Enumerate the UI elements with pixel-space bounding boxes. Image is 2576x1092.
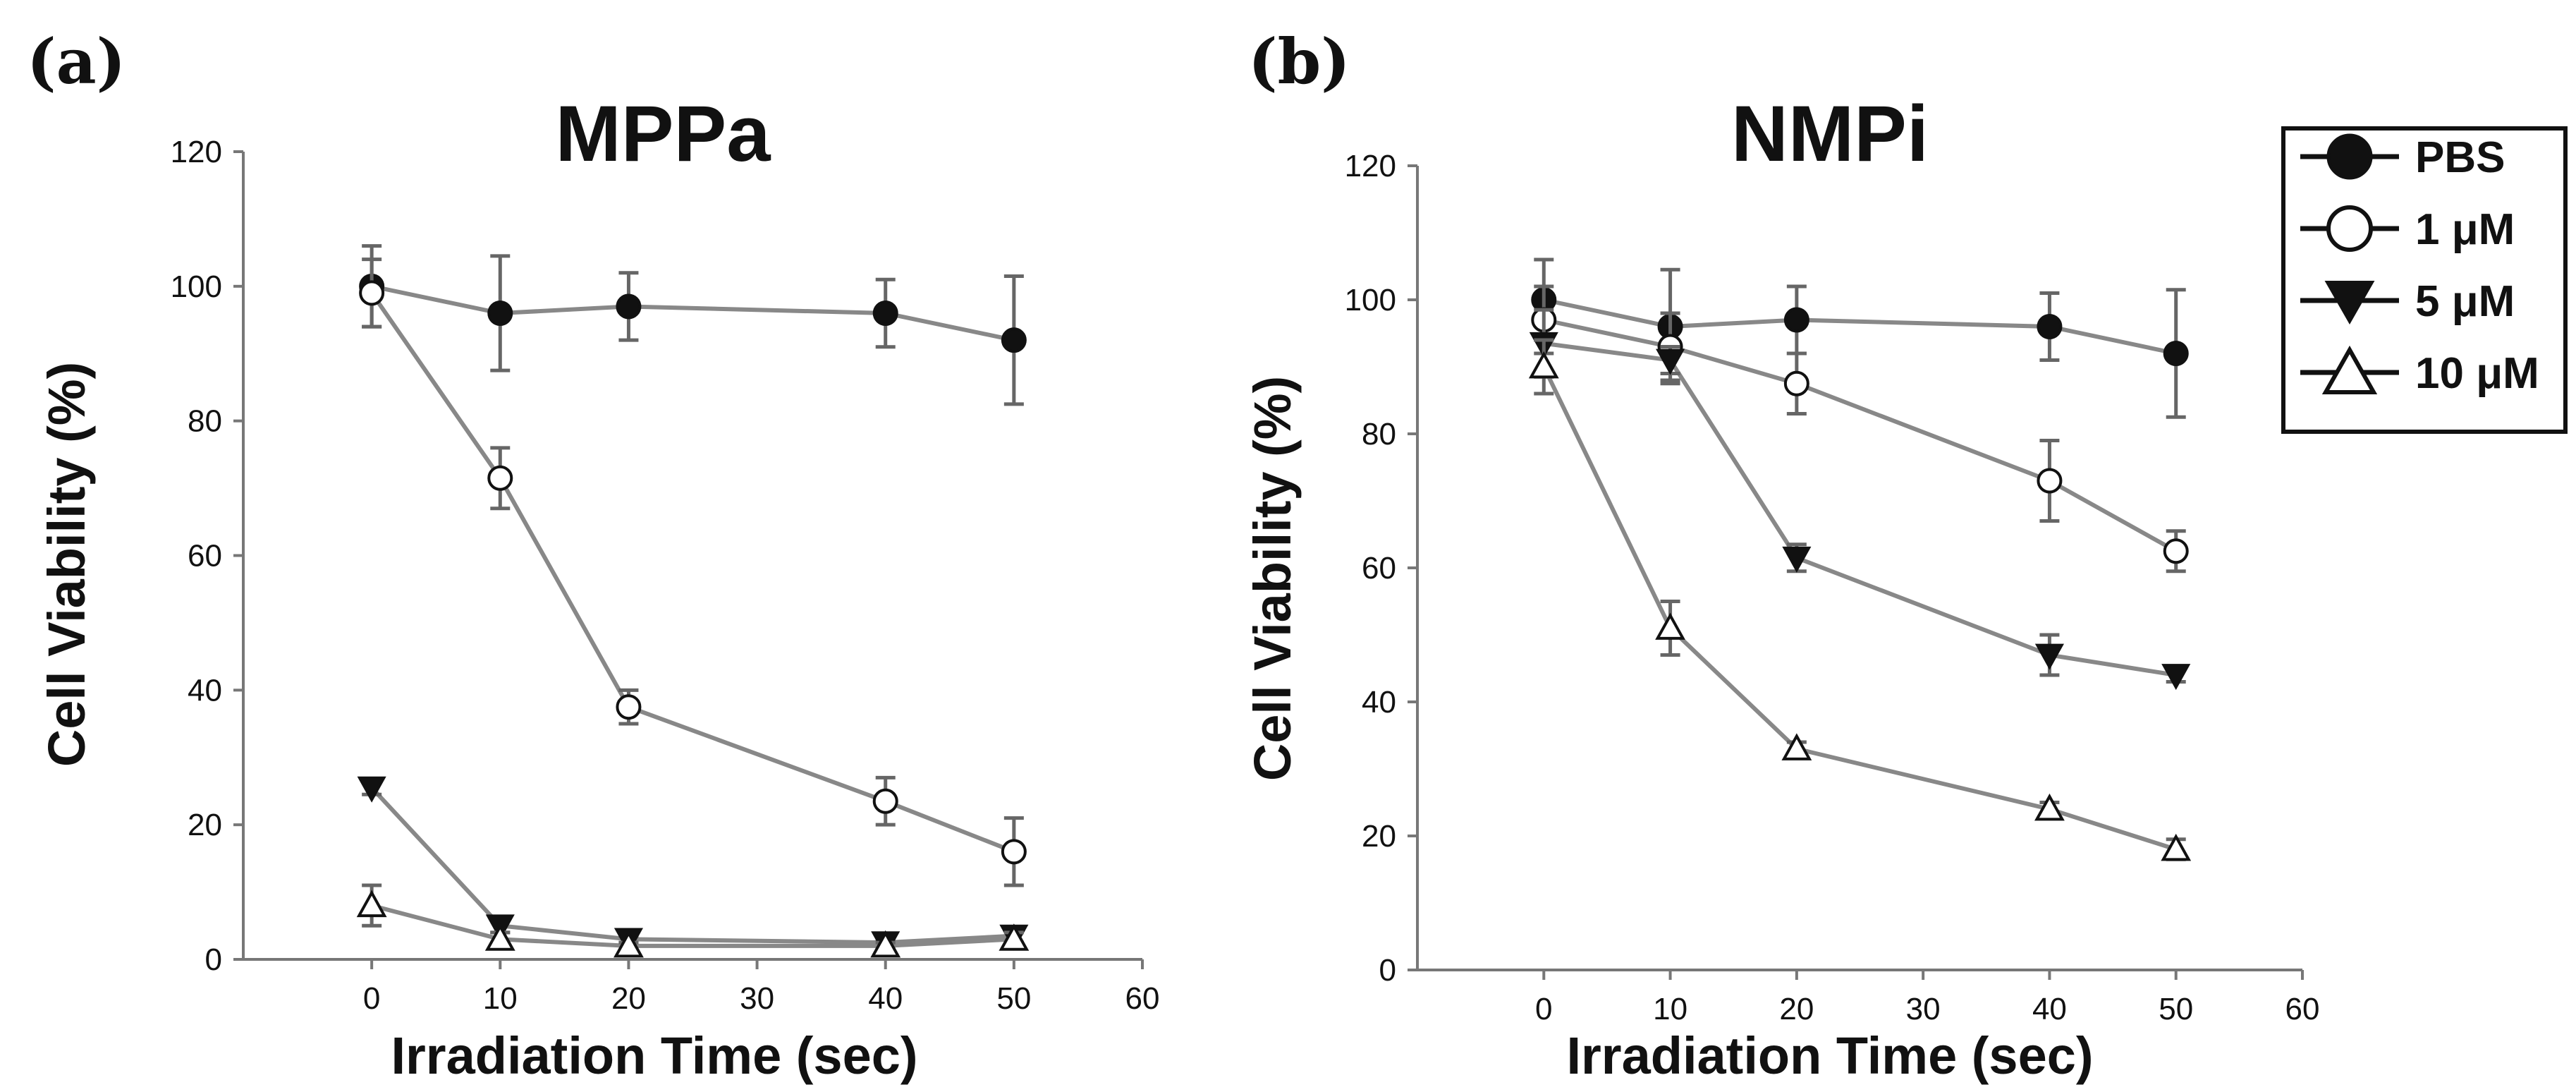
panel-a-y-tick-label: 60	[188, 539, 222, 574]
legend-marker	[2326, 205, 2373, 252]
panel-a-series-line-1-um	[370, 291, 1015, 854]
panel-a-series-10-um	[356, 883, 1030, 958]
panel-a-point-1-um	[616, 694, 642, 720]
panel-a-y-tick-label: 120	[171, 135, 222, 169]
legend-label-5um: 5 μM	[2415, 277, 2515, 326]
legend-label-10um: 10 μM	[2415, 349, 2539, 398]
panel-a-x-tick-label: 10	[483, 981, 518, 1016]
panel-b-point-10-um	[2161, 833, 2192, 861]
panel-b-series-10-um	[1528, 338, 2192, 861]
legend-label-1um: 1 μM	[2415, 205, 2515, 254]
legend-item-1-um	[2300, 205, 2399, 252]
panel-b-series-line-10-um	[1542, 365, 2177, 851]
panel-b-point-pbs	[2163, 341, 2189, 366]
panel-b-series-line-pbs	[1543, 298, 2177, 356]
panel-b-x-tick-label: 20	[1779, 992, 1814, 1026]
panel-a-y-tick-label: 80	[188, 404, 222, 439]
panel-a-point-1-um	[359, 280, 385, 306]
panel-a-point-10-um	[484, 923, 515, 951]
panel-b-point-5-um	[2161, 664, 2191, 691]
panel-b-x-tick-label: 60	[2285, 992, 2320, 1026]
panel-b-point-1-um	[2037, 468, 2063, 494]
panel-a-x-tick-label: 40	[868, 981, 903, 1016]
panel-a-plot: 0 20 40 60 80 100 120 0 10 20 30 40 50 60	[171, 135, 1160, 1016]
legend: PBS 1 μM 5 μM 10 μM	[2281, 126, 2568, 434]
panel-a-point-5-um	[357, 776, 386, 803]
legend-marker	[2326, 133, 2373, 180]
panel-b-point-pbs	[1783, 307, 1809, 333]
panel-a-y-tick-label: 0	[205, 942, 222, 977]
panel-a-point-pbs	[616, 293, 642, 320]
panel-b-x-tick-label: 50	[2159, 992, 2193, 1026]
panel-a-point-1-um	[1001, 839, 1027, 865]
panel-b-point-1-um	[1783, 370, 1809, 396]
panel-a-series-pbs	[359, 244, 1027, 406]
panel-b-point-5-um	[2034, 643, 2064, 670]
panel-b-x-tick-label: 40	[2032, 992, 2067, 1026]
panel-b-x-tick-label: 0	[1535, 992, 1552, 1026]
panel-a-point-1-um	[872, 788, 898, 814]
panel-a-series-line-pbs	[371, 284, 1015, 343]
panel-b-series-line-5-um	[1543, 341, 2177, 677]
panel-a-x-tick-label: 30	[740, 981, 774, 1016]
panel-b-xlabel: Irradiation Time (sec)	[1566, 1026, 2093, 1085]
panel-a-x-tick-label: 20	[611, 981, 646, 1016]
panel-a-y-tick-label: 20	[188, 808, 222, 842]
panel-a-point-pbs	[872, 301, 898, 326]
panel-b-point-5-um	[1656, 348, 1685, 375]
panel-a-point-pbs	[1001, 327, 1027, 353]
panel-a-y-tick-label: 40	[188, 673, 222, 708]
panel-b-point-pbs	[2037, 314, 2063, 339]
panel-b-x-tick-label: 30	[1906, 992, 1941, 1026]
legend-item-pbs	[2300, 133, 2399, 180]
legend-label-pbs: PBS	[2415, 133, 2505, 182]
panel-b-ylabel: Cell Viability (%)	[1243, 376, 1302, 781]
panel-b-y-tick-label: 100	[1345, 283, 1396, 317]
panel-b-y-tick-label: 40	[1362, 685, 1396, 720]
panel-a-x-tick-label: 60	[1125, 981, 1160, 1016]
panel-a-label: (a)	[27, 25, 126, 98]
panel-b-point-10-um	[1528, 351, 1559, 379]
panel-a-ylabel: Cell Viability (%)	[37, 362, 96, 767]
panel-a-point-10-um	[614, 930, 644, 958]
panel-a-series-line-5-um	[370, 786, 1015, 945]
panel-b-plot: 0 20 40 60 80 100 120 0 10 20 30 40 50 60	[1345, 149, 2320, 1026]
panel-b-y-tick-label: 0	[1379, 953, 1396, 988]
legend-marker	[2321, 345, 2378, 394]
panel-a-point-pbs	[487, 301, 513, 326]
legend-marker	[2324, 281, 2375, 325]
panel-b-y-tick-label: 60	[1362, 551, 1396, 586]
panel-b-point-10-um	[2034, 793, 2065, 821]
panel-a-y-tick-label: 100	[171, 269, 222, 304]
panel-b-title: NMPi	[1731, 90, 1929, 178]
panel-b-point-5-um	[1782, 546, 1812, 573]
panel-b-point-1-um	[2163, 538, 2189, 564]
legend-item-10-um	[2300, 345, 2399, 394]
panel-a-point-1-um	[487, 465, 513, 491]
panel-b-y-tick-label: 120	[1345, 149, 1396, 183]
panel-b-point-10-um	[1655, 612, 1685, 640]
panel-b-label: (b)	[1248, 25, 1350, 98]
panel-a-point-10-um	[356, 890, 387, 918]
panel-b-y-tick-label: 20	[1362, 819, 1396, 854]
panel-a-point-10-um	[999, 923, 1030, 951]
panel-a-point-10-um	[870, 930, 901, 958]
panel-a-xlabel: Irradiation Time (sec)	[391, 1026, 917, 1085]
panel-a-series-1-um	[359, 257, 1027, 887]
panel-b-series-1-um	[1531, 284, 2189, 574]
panel-a-title: MPPa	[556, 90, 771, 178]
panel-b-series-5-um	[1529, 308, 2191, 691]
panel-a-x-tick-label: 50	[996, 981, 1031, 1016]
panel-b-x-tick-label: 10	[1653, 992, 1687, 1026]
panel-a-x-tick-label: 0	[363, 981, 380, 1016]
panel-b-point-10-um	[1781, 733, 1812, 760]
legend-item-5-um	[2300, 281, 2399, 325]
panel-b-y-tick-label: 80	[1362, 417, 1396, 451]
